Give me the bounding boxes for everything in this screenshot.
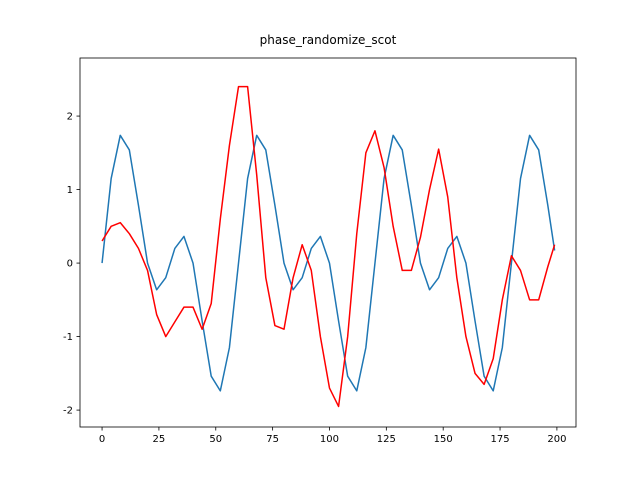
series-line <box>101 85 556 408</box>
x-tick-label: 150 <box>434 434 453 445</box>
y-tick-label: 1 <box>67 185 73 196</box>
x-tick-label: 0 <box>99 434 105 445</box>
x-tick-label: 175 <box>490 434 509 445</box>
chart-title: phase_randomize_scot <box>260 33 397 47</box>
x-tick-label: 75 <box>266 434 279 445</box>
plot-frame <box>79 57 577 428</box>
x-tick-label: 25 <box>153 434 166 445</box>
x-tick-label: 125 <box>377 434 396 445</box>
x-tick-label: 50 <box>209 434 222 445</box>
y-tick-label: -2 <box>63 406 73 417</box>
y-tick-label: 0 <box>67 259 73 270</box>
y-tick-label: -1 <box>63 332 73 343</box>
y-tick-label: 2 <box>67 112 73 123</box>
x-tick-label: 200 <box>547 434 566 445</box>
series-line <box>101 134 556 392</box>
x-tick-label: 100 <box>320 434 339 445</box>
